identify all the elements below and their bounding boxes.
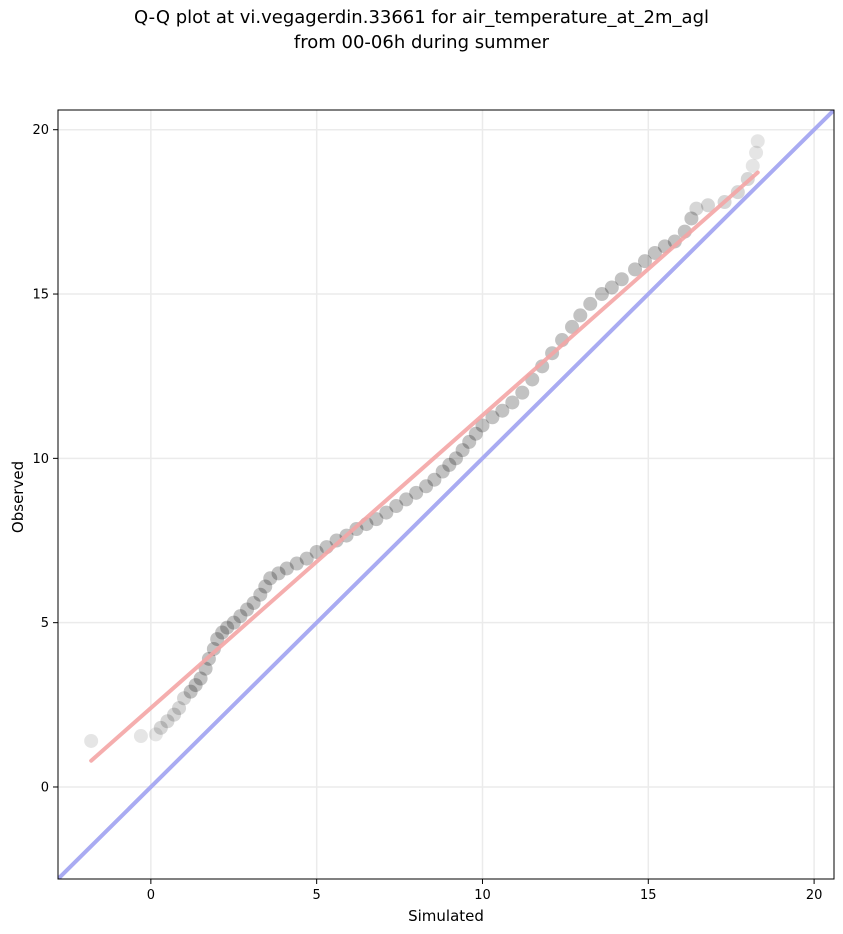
data-point [84,733,99,748]
identity-line [58,110,834,879]
data-point [749,145,764,160]
data-point [215,625,230,640]
data-point [647,245,662,260]
data-point [515,385,530,400]
data-point [271,566,286,581]
data-point [442,457,457,472]
data-point [240,602,255,617]
x-tick-label: 5 [313,888,321,903]
plot-area-frame [57,109,835,880]
data-point [379,505,394,520]
data-point [637,254,652,269]
data-point [160,714,175,729]
data-point [299,551,314,566]
y-tick-label: 15 [32,288,49,303]
data-point [148,727,163,742]
x-tick-label: 0 [147,888,155,903]
x-axis-label: Simulated [408,907,484,925]
data-point [329,533,344,548]
data-point [628,262,643,277]
grid-lines [58,110,834,879]
data-point [448,451,463,466]
data-point [309,545,324,560]
data-point [455,443,470,458]
data-point [689,201,704,216]
data-point [419,479,434,494]
data-point [594,287,609,302]
data-point [258,579,273,594]
data-point [263,571,278,586]
data-point [475,418,490,433]
data-point [399,492,414,507]
data-point [700,198,715,213]
data-point [485,410,500,425]
y-axis-ticks: 0 5 10 15 20 [32,123,58,795]
plot-content [58,110,834,879]
data-point [172,701,187,716]
data-point [468,426,483,441]
data-point [573,308,588,323]
data-point [505,395,520,410]
data-point [177,691,192,706]
x-tick-label: 15 [640,888,657,903]
data-point [193,671,208,686]
data-point [435,464,450,479]
data-point [614,272,629,287]
data-point [133,729,148,744]
data-point [206,641,221,656]
data-point [409,485,424,500]
chart-title-line-1: Q-Q plot at vi.vegagerdin.33661 for air_… [134,7,709,28]
data-point [369,512,384,527]
y-tick-label: 10 [32,452,49,467]
x-axis-ticks: 0 5 10 15 20 [147,879,823,903]
scatter-points [84,134,765,748]
data-point [253,587,268,602]
data-point [495,403,510,418]
data-point [220,620,235,635]
data-point [535,359,550,374]
x-tick-label: 20 [806,888,823,903]
y-tick-label: 0 [41,780,49,795]
y-axis-label: Observed [9,461,27,533]
data-point [279,561,294,576]
data-point [153,720,168,735]
y-tick-label: 5 [41,616,49,631]
data-point [188,678,203,693]
chart-title-line-2: from 00-06h during summer [294,32,550,53]
data-point [583,296,598,311]
data-point [289,556,304,571]
x-tick-label: 10 [474,888,491,903]
data-point [226,615,241,630]
data-point [233,609,248,624]
data-point [684,211,699,226]
data-point [210,632,225,647]
data-point [167,707,182,722]
data-point [565,319,580,334]
data-point [750,134,765,149]
data-point [604,280,619,295]
data-point [462,434,477,449]
y-tick-label: 20 [32,123,49,138]
data-point [427,472,442,487]
data-point [389,499,404,514]
data-point [246,595,261,610]
data-point [745,158,760,173]
data-point [183,684,198,699]
fit-line [89,170,760,763]
